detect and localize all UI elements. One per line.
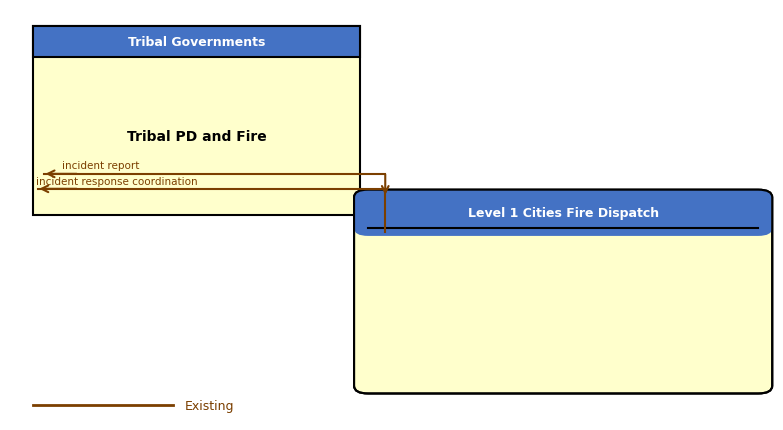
Text: incident report: incident report (62, 161, 139, 171)
FancyBboxPatch shape (354, 190, 772, 393)
Bar (33, 27, 360, 58)
Text: Level 1 Cities Fire Dispatch: Level 1 Cities Fire Dispatch (467, 207, 659, 220)
Text: Tribal Governments: Tribal Governments (128, 36, 265, 49)
FancyBboxPatch shape (354, 190, 772, 237)
Text: incident response coordination: incident response coordination (37, 177, 198, 187)
Text: Existing: Existing (185, 399, 234, 412)
Bar (372, 212, 754, 229)
Text: Tribal PD and Fire: Tribal PD and Fire (127, 129, 266, 143)
Bar (33, 27, 360, 215)
